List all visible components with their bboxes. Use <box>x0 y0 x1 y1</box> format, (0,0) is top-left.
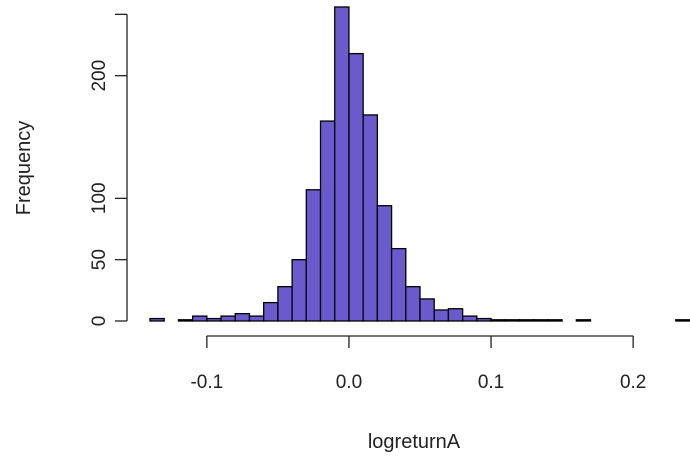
y-tick-label: 200 <box>89 60 110 92</box>
x-tick-label: 0.0 <box>336 372 362 393</box>
histogram-bar <box>149 317 165 322</box>
histogram-bar <box>234 312 251 322</box>
histogram-bar <box>206 317 222 322</box>
histogram-bar <box>476 317 492 322</box>
histogram-bar <box>518 319 535 322</box>
histogram-bar <box>504 319 521 322</box>
y-tick-label: 0 <box>89 316 110 327</box>
y-axis-title: Frequency <box>13 121 35 216</box>
histogram-bar <box>490 319 506 322</box>
histogram-bar <box>291 259 307 322</box>
histogram-bar <box>461 315 478 322</box>
histogram-bar <box>305 189 322 322</box>
histogram-bar <box>263 301 279 322</box>
histogram-bar <box>447 308 464 322</box>
histogram-bar <box>248 315 265 322</box>
histogram-bar <box>547 319 563 322</box>
histogram-bars <box>149 6 690 322</box>
histogram-bar <box>334 6 350 322</box>
histogram-bar <box>348 52 364 322</box>
histogram-bar <box>419 298 435 322</box>
histogram-bar <box>177 319 194 322</box>
histogram-bar <box>675 319 690 322</box>
histogram-bar <box>220 315 236 322</box>
y-axis: 0 50 100 200 <box>89 13 128 327</box>
histogram-bar <box>405 286 421 322</box>
x-tick-label: -0.1 <box>190 372 223 393</box>
histogram-bar <box>277 286 293 322</box>
histogram-bar <box>575 319 592 322</box>
x-tick-label: 0.1 <box>478 372 504 393</box>
histogram-bar <box>376 205 393 322</box>
histogram-bar <box>319 120 336 322</box>
histogram-bar <box>191 315 208 322</box>
histogram-bar <box>362 114 379 322</box>
x-tick-label: 0.2 <box>620 372 646 393</box>
histogram-bar <box>390 247 407 322</box>
histogram-bar <box>433 309 450 322</box>
y-tick-label: 100 <box>89 182 110 214</box>
x-axis-title: logreturnA <box>368 431 461 453</box>
histogram-bar <box>533 319 549 322</box>
y-tick-label: 50 <box>89 249 110 270</box>
x-axis: -0.1 0.0 0.1 0.2 <box>190 335 646 393</box>
